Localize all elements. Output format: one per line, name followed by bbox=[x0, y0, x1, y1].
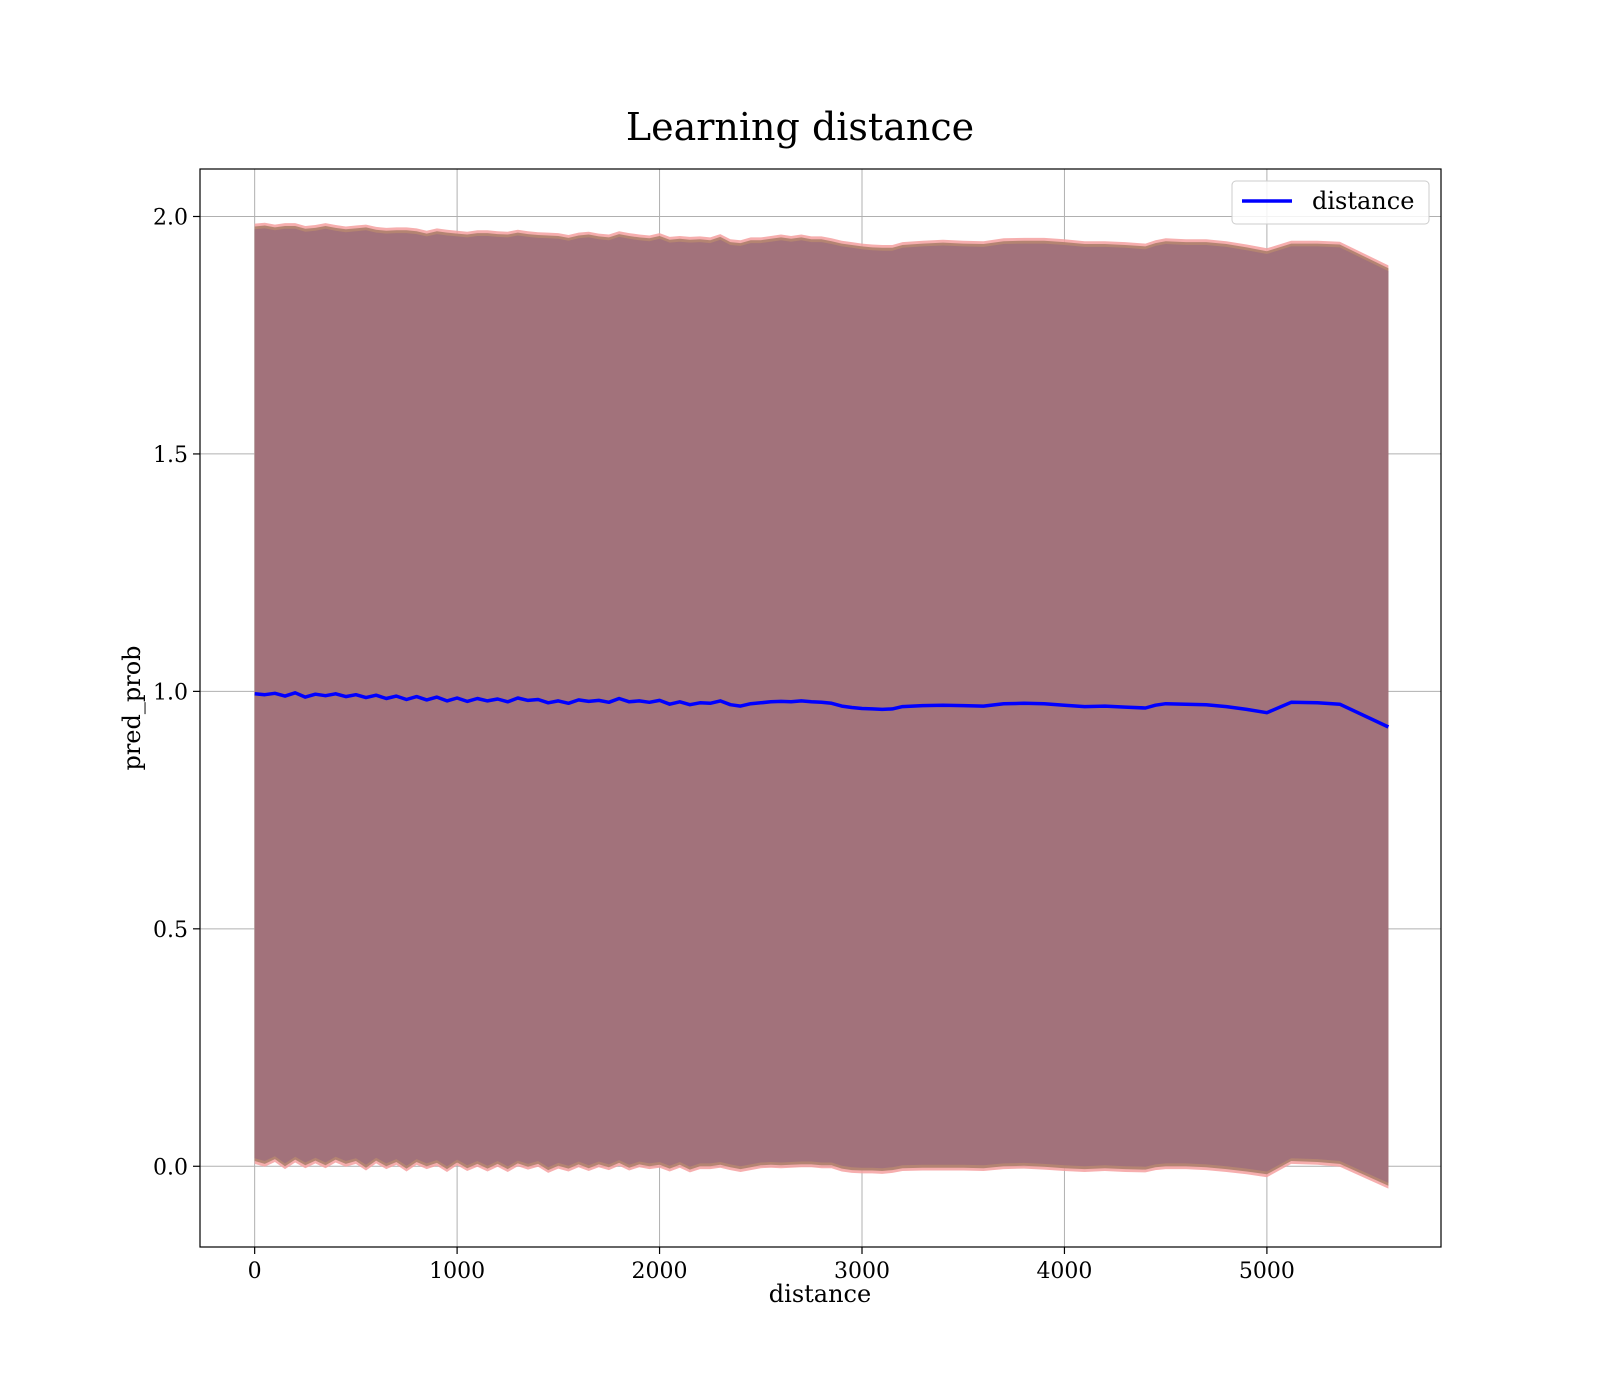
y-axis-ticks: 0.0 0.5 1.0 1.5 2.0 bbox=[153, 205, 200, 1180]
series-line-distance bbox=[254, 691, 1390, 729]
legend: distance bbox=[1231, 180, 1430, 225]
y-tick-label: 0.0 bbox=[153, 1155, 188, 1180]
legend-entry: distance bbox=[1312, 187, 1414, 215]
x-axis-label: distance bbox=[769, 1280, 871, 1308]
x-tick-label: 5000 bbox=[1239, 1259, 1295, 1284]
y-tick-label: 1.5 bbox=[153, 443, 188, 468]
x-axis-ticks: 0 1000 2000 3000 4000 5000 bbox=[248, 1247, 1295, 1284]
y-tick-label: 0.5 bbox=[153, 918, 188, 943]
x-tick-label: 3000 bbox=[834, 1259, 890, 1284]
y-axis-label: pred_prob bbox=[118, 645, 146, 770]
x-tick-label: 2000 bbox=[632, 1259, 688, 1284]
x-tick-label: 4000 bbox=[1036, 1259, 1092, 1284]
x-tick-label: 0 bbox=[248, 1259, 262, 1284]
y-tick-label: 2.0 bbox=[153, 205, 188, 230]
confidence-band bbox=[254, 222, 1389, 1189]
legend-box bbox=[1231, 180, 1430, 225]
x-tick-label: 1000 bbox=[429, 1259, 485, 1284]
y-tick-label: 1.0 bbox=[153, 680, 188, 705]
plot-frame bbox=[199, 168, 1442, 1248]
series-lines bbox=[254, 691, 1390, 729]
band-inner bbox=[254, 228, 1389, 1183]
chart-title: Learning distance bbox=[626, 105, 974, 149]
